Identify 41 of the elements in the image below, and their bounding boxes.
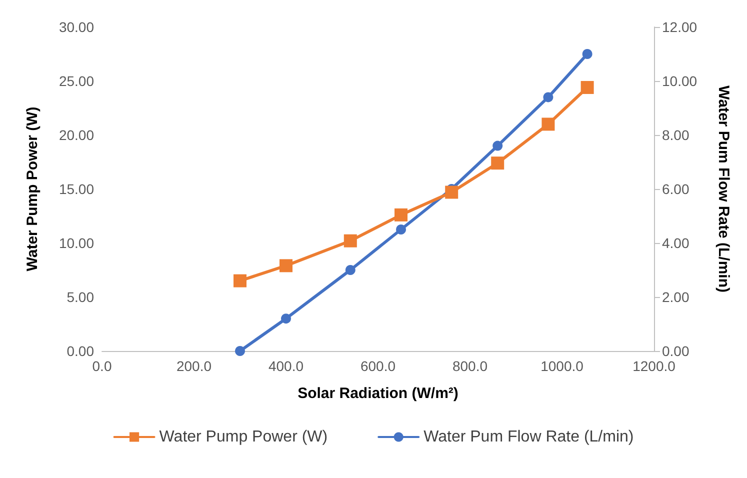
x-tick-label: 400.0 — [268, 358, 304, 374]
point — [542, 118, 555, 131]
y-tick-label: 10.00 — [58, 235, 94, 251]
x-tick-label: 200.0 — [176, 358, 212, 374]
point — [235, 346, 245, 356]
point — [445, 186, 458, 199]
point — [543, 92, 554, 102]
y-axis-title: Water Pump Power (W) — [24, 106, 41, 272]
x-tick-label: 600.0 — [360, 358, 396, 374]
y2-tick-label: 10.00 — [662, 73, 698, 89]
point — [396, 224, 406, 234]
y-tick-label: 0.00 — [66, 343, 94, 359]
point — [281, 314, 291, 324]
x-tick-label: 1000.0 — [540, 358, 584, 374]
point — [394, 208, 408, 222]
y-tick-label: 25.00 — [58, 73, 94, 89]
y-tick-label: 20.00 — [58, 127, 94, 143]
point — [344, 234, 357, 248]
y-tick-label: 30.00 — [58, 19, 94, 35]
legend-label: Water Pump Power (W) — [159, 428, 328, 446]
point — [280, 259, 292, 272]
y2-tick-label: 2.00 — [662, 289, 690, 305]
y2-tick-label: 12.00 — [662, 19, 698, 35]
legend-label: Water Pum Flow Rate (L/min) — [424, 428, 634, 446]
y-tick-label: 15.00 — [58, 181, 94, 197]
point — [580, 80, 594, 94]
x-tick-label: 0.0 — [92, 358, 112, 374]
x-tick-label: 800.0 — [452, 358, 488, 374]
point — [345, 265, 356, 275]
y2-tick-label: 4.00 — [662, 235, 690, 251]
y2-tick-label: 6.00 — [662, 181, 690, 197]
y2-axis-title: Water Pum Flow Rate (L/min) — [715, 86, 732, 292]
y2-tick-label: 8.00 — [662, 127, 690, 143]
point — [234, 274, 246, 288]
point — [491, 156, 504, 170]
point — [582, 49, 592, 59]
y-tick-label: 5.00 — [66, 289, 94, 305]
y2-tick-label: 0.00 — [662, 343, 690, 359]
x-tick-label: 1200.0 — [632, 358, 676, 374]
point — [492, 140, 503, 151]
x-axis-title: Solar Radiation (W/m²) — [298, 385, 458, 402]
